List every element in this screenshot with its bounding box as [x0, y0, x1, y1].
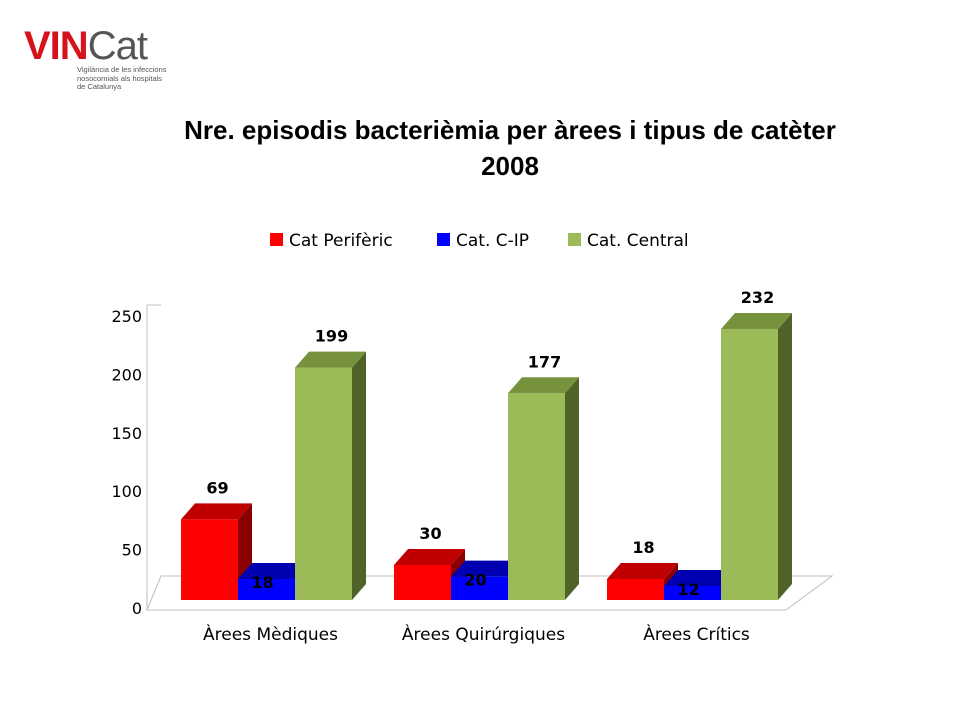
chart-subtitle: 2008 [481, 151, 539, 181]
logo-tagline-line: nosocomials als hospitals [77, 73, 163, 83]
data-label: 30 [419, 524, 441, 543]
bar [394, 564, 451, 600]
legend-label: Cat. Central [587, 231, 689, 251]
bar [295, 367, 352, 600]
data-label: 69 [206, 478, 228, 497]
x-tick-label: Àrees Quirúrgiques [402, 623, 565, 645]
data-label: 18 [632, 538, 654, 557]
bar-top [451, 560, 522, 577]
logo-tagline-line: Vigilància de les infeccions [77, 65, 167, 74]
legend-label: Cat Perifèric [289, 231, 393, 251]
vincat-logo: VINCat Vigilància de les infeccions noso… [24, 24, 224, 94]
data-label: 18 [251, 573, 273, 592]
data-label: 199 [315, 327, 348, 346]
y-tick-label: 50 [122, 541, 142, 560]
legend-swatch [270, 233, 283, 246]
y-tick-label: 200 [111, 365, 142, 384]
bar-top [721, 313, 792, 330]
logo-wordmark: VINCat [24, 24, 148, 68]
y-tick-label: 100 [111, 482, 142, 501]
x-tick-label: Àrees Mèdiques [203, 623, 338, 645]
bar-side [778, 313, 792, 600]
bar [607, 578, 664, 600]
y-tick-label: 150 [111, 424, 142, 443]
bar-top [664, 569, 735, 586]
bar-side [352, 351, 366, 600]
logo-brand-cat: Cat [87, 24, 148, 68]
legend-swatch [568, 233, 581, 246]
bar [721, 329, 778, 600]
data-label: 177 [528, 352, 561, 371]
bar [181, 519, 238, 600]
logo-tagline: Vigilància de les infeccions nosocomials… [77, 65, 212, 92]
legend-label: Cat. C-IP [456, 231, 529, 251]
x-tick-label: Àrees Crítics [643, 623, 750, 645]
bar-top [295, 351, 366, 368]
data-label: 20 [464, 571, 486, 590]
bar-top [181, 503, 252, 520]
y-tick-label: 0 [132, 599, 142, 618]
bar-top [238, 562, 309, 579]
data-label: 12 [677, 580, 699, 599]
bar [238, 578, 295, 600]
bar [508, 393, 565, 600]
chart-title: Nre. episodis bacterièmia per àrees i ti… [100, 112, 920, 184]
chart-floor [146, 575, 834, 611]
bar [451, 576, 508, 600]
logo-tagline-line: de Catalunya [77, 82, 122, 91]
bar-top [508, 377, 579, 394]
data-label: 232 [741, 288, 774, 307]
chart-back-wall [146, 304, 161, 610]
logo-brand-vin: VIN [24, 24, 89, 68]
legend-swatch [437, 233, 450, 246]
chart-title-main: Nre. episodis bacterièmia per àrees i ti… [184, 115, 836, 145]
bar [664, 585, 721, 600]
bar-side [565, 377, 579, 600]
bar-top [394, 548, 465, 565]
y-tick-label: 250 [111, 307, 142, 326]
bar-top [607, 562, 678, 579]
